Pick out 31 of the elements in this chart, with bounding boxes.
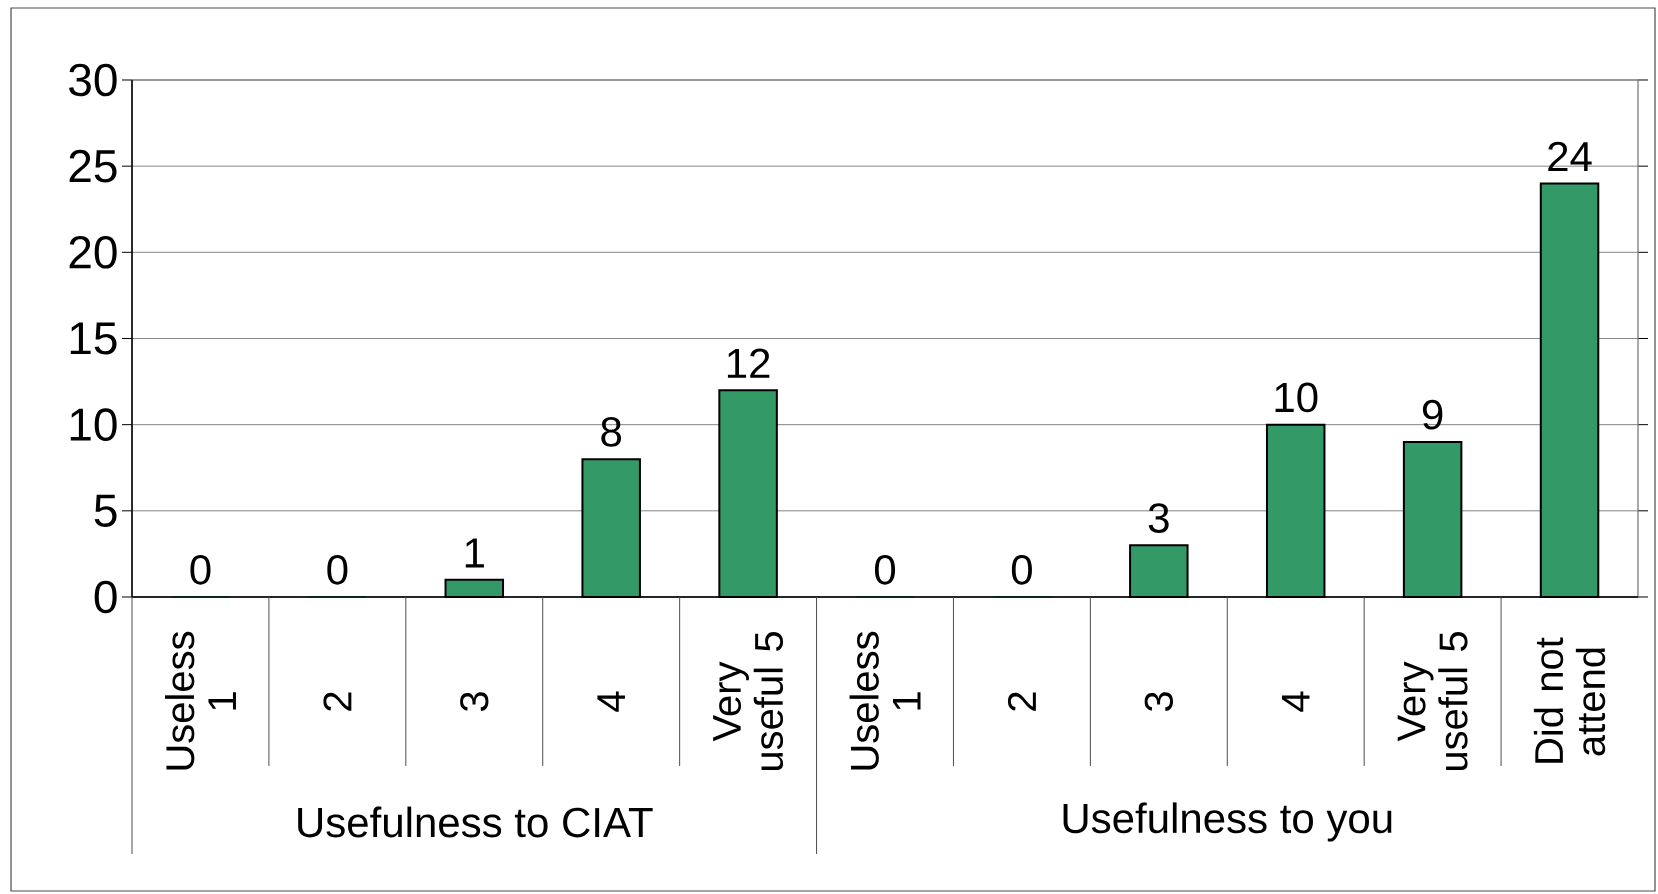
- x-tick-label: Did not attend: [1533, 637, 1606, 763]
- x-tick-label: 4: [1281, 691, 1310, 712]
- data-label: 10: [1275, 382, 1318, 413]
- y-tick-label: 25: [69, 149, 117, 183]
- x-tick-label: Very useful 5: [1397, 632, 1468, 771]
- data-label: 9: [1422, 399, 1443, 430]
- data-label: 12: [727, 348, 770, 378]
- data-label: 0: [327, 554, 348, 585]
- y-tick-label: 15: [70, 322, 117, 355]
- x-tick-label: 2: [323, 692, 352, 711]
- text: Usefulness to CIAT: [298, 806, 653, 838]
- y-tick-label: 30: [69, 63, 117, 97]
- data-label: 0: [190, 554, 211, 585]
- y-tick-label: 10: [70, 408, 117, 441]
- text: Usefulness to you: [1063, 802, 1392, 842]
- data-label: 0: [874, 554, 896, 585]
- data-label: 8: [601, 417, 622, 447]
- y-tick-label: 20: [69, 236, 117, 269]
- data-label: 1: [465, 538, 484, 568]
- y-tick-label: 5: [94, 494, 117, 527]
- x-tick-label: 2: [1007, 692, 1036, 711]
- x-tick-label: 4: [597, 691, 625, 712]
- x-tick-label: Very useful 5: [713, 632, 784, 771]
- y-tick-label: 0: [94, 580, 117, 614]
- x-tick-label: 3: [1144, 692, 1173, 712]
- data-label: 24: [1548, 141, 1592, 172]
- x-tick-label: 3: [460, 692, 489, 712]
- x-tick-label: Useless 1: [164, 631, 236, 770]
- data-label: 3: [1148, 503, 1169, 533]
- data-label: 0: [1011, 554, 1032, 585]
- x-tick-label: Useless 1: [849, 631, 921, 770]
